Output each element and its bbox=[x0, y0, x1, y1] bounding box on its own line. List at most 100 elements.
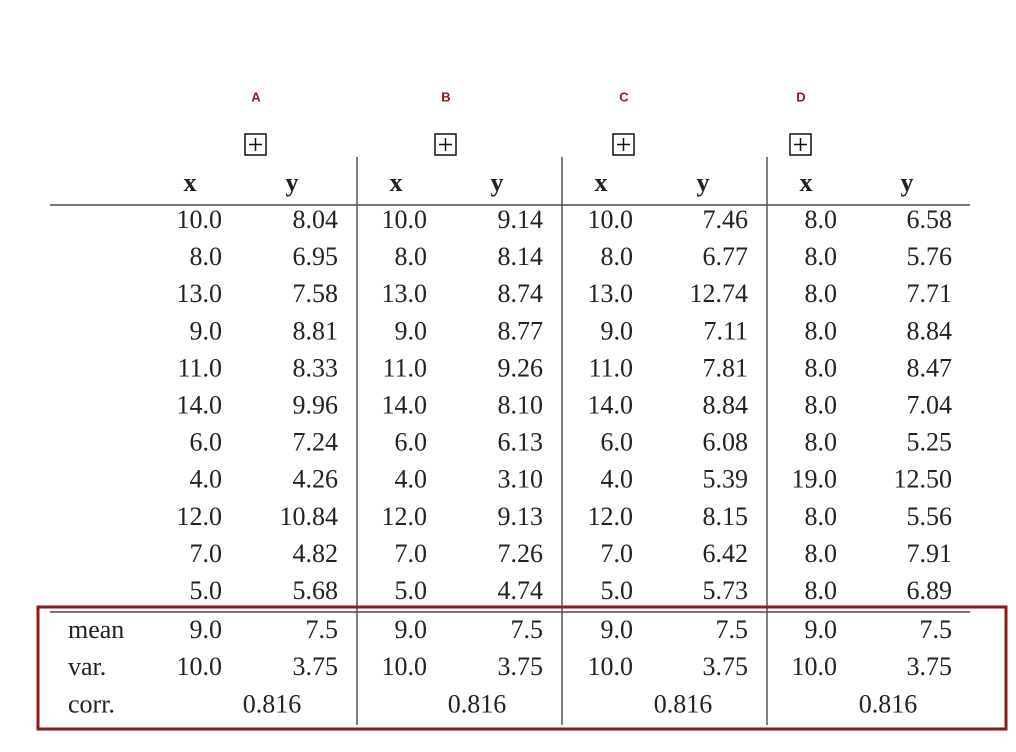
cell: 7.04 bbox=[907, 390, 953, 419]
column-header: x bbox=[800, 168, 813, 197]
cell: 4.26 bbox=[293, 465, 339, 494]
cell: 6.0 bbox=[395, 428, 428, 457]
expand-button[interactable] bbox=[434, 133, 457, 156]
cell: 7.0 bbox=[395, 539, 428, 568]
expand-button[interactable] bbox=[612, 133, 635, 156]
stat-cell: 0.816 bbox=[859, 689, 918, 718]
cell: 6.77 bbox=[703, 242, 749, 271]
cell: 8.04 bbox=[293, 205, 339, 234]
cell: 14.0 bbox=[588, 390, 634, 419]
stat-cell: 3.75 bbox=[498, 652, 544, 681]
cell: 8.0 bbox=[395, 242, 428, 271]
cell: 8.0 bbox=[601, 242, 634, 271]
cell: 5.76 bbox=[907, 242, 953, 271]
cell: 12.50 bbox=[894, 465, 953, 494]
cell: 4.74 bbox=[498, 576, 544, 605]
cell: 5.0 bbox=[601, 576, 634, 605]
cell: 8.0 bbox=[805, 390, 838, 419]
cell: 5.68 bbox=[293, 576, 339, 605]
stat-label: var. bbox=[68, 652, 106, 681]
cell: 8.0 bbox=[805, 316, 838, 345]
cell: 12.0 bbox=[382, 502, 428, 531]
cell: 7.71 bbox=[907, 279, 953, 308]
cell: 4.0 bbox=[395, 465, 428, 494]
cell: 14.0 bbox=[382, 390, 428, 419]
cell: 8.33 bbox=[293, 353, 339, 382]
cell: 8.0 bbox=[190, 242, 223, 271]
cell: 6.42 bbox=[703, 539, 749, 568]
cell: 9.26 bbox=[498, 353, 544, 382]
cell: 6.58 bbox=[907, 205, 953, 234]
cell: 10.84 bbox=[280, 502, 339, 531]
cell: 9.96 bbox=[293, 390, 339, 419]
cell: 7.26 bbox=[498, 539, 544, 568]
cell: 5.0 bbox=[190, 576, 223, 605]
cell: 5.0 bbox=[395, 576, 428, 605]
cell: 6.08 bbox=[703, 428, 749, 457]
stat-cell: 10.0 bbox=[588, 652, 634, 681]
cell: 6.0 bbox=[601, 428, 634, 457]
cell: 7.81 bbox=[703, 353, 749, 382]
stat-cell: 3.75 bbox=[703, 652, 749, 681]
cell: 8.0 bbox=[805, 428, 838, 457]
cell: 8.14 bbox=[498, 242, 544, 271]
cell: 12.0 bbox=[177, 502, 223, 531]
stat-cell: 7.5 bbox=[716, 615, 749, 644]
cell: 5.56 bbox=[907, 502, 953, 531]
cell: 8.0 bbox=[805, 576, 838, 605]
cell: 11.0 bbox=[177, 353, 222, 382]
cell: 8.84 bbox=[907, 316, 953, 345]
column-header: x bbox=[595, 168, 608, 197]
cell: 11.0 bbox=[588, 353, 633, 382]
stat-label: corr. bbox=[68, 689, 115, 718]
cell: 11.0 bbox=[382, 353, 427, 382]
cell: 8.0 bbox=[805, 539, 838, 568]
stat-cell: 7.5 bbox=[920, 615, 953, 644]
cell: 13.0 bbox=[382, 279, 428, 308]
highlight-box bbox=[36, 605, 1008, 731]
cell: 12.74 bbox=[690, 279, 749, 308]
group-label: D bbox=[796, 89, 805, 104]
cell: 9.14 bbox=[498, 205, 544, 234]
cell: 14.0 bbox=[177, 390, 223, 419]
cell: 5.25 bbox=[907, 428, 953, 457]
group-label: A bbox=[251, 89, 261, 104]
cell: 9.0 bbox=[395, 316, 428, 345]
cell: 7.58 bbox=[293, 279, 339, 308]
cell: 13.0 bbox=[177, 279, 223, 308]
cell: 8.74 bbox=[498, 279, 544, 308]
cell: 8.0 bbox=[805, 502, 838, 531]
stat-cell: 9.0 bbox=[190, 615, 223, 644]
stat-cell: 0.816 bbox=[448, 689, 507, 718]
cell: 10.0 bbox=[382, 205, 428, 234]
cell: 6.0 bbox=[190, 428, 223, 457]
cell: 6.13 bbox=[498, 428, 544, 457]
group-label: B bbox=[441, 89, 450, 104]
stat-cell: 3.75 bbox=[907, 652, 953, 681]
stat-cell: 9.0 bbox=[805, 615, 838, 644]
cell: 19.0 bbox=[792, 465, 838, 494]
cell: 13.0 bbox=[588, 279, 634, 308]
cell: 10.0 bbox=[588, 205, 634, 234]
cell: 4.0 bbox=[190, 465, 223, 494]
group-label: C bbox=[619, 89, 629, 104]
cell: 9.0 bbox=[190, 316, 223, 345]
cell: 10.0 bbox=[177, 205, 223, 234]
stat-cell: 0.816 bbox=[654, 689, 713, 718]
stat-cell: 10.0 bbox=[177, 652, 223, 681]
cell: 8.0 bbox=[805, 205, 838, 234]
cell: 8.0 bbox=[805, 242, 838, 271]
cell: 8.15 bbox=[703, 502, 749, 531]
cell: 7.24 bbox=[293, 428, 339, 457]
cell: 8.81 bbox=[293, 316, 339, 345]
cell: 4.0 bbox=[601, 465, 634, 494]
cell: 6.89 bbox=[907, 576, 953, 605]
cell: 12.0 bbox=[588, 502, 634, 531]
cell: 5.39 bbox=[703, 465, 749, 494]
cell: 8.0 bbox=[805, 279, 838, 308]
cell: 8.84 bbox=[703, 390, 749, 419]
expand-button[interactable] bbox=[244, 133, 267, 156]
expand-button[interactable] bbox=[789, 133, 812, 156]
